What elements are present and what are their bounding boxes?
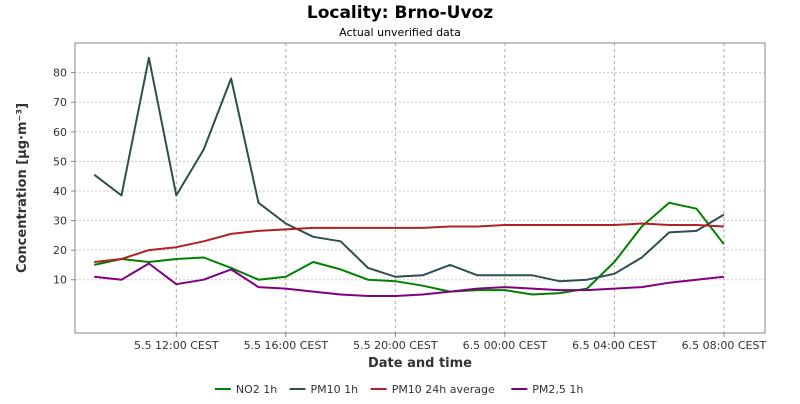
x-tick-label: 5.5 12:00 CEST bbox=[134, 339, 219, 352]
legend-label: PM10 24h average bbox=[392, 383, 495, 396]
x-axis-label: Date and time bbox=[368, 356, 472, 371]
y-axis-label: Concentration [µg·m⁻³] bbox=[15, 103, 30, 273]
legend-label: PM2,5 1h bbox=[532, 383, 583, 396]
chart-title: Locality: Brno-Uvoz bbox=[307, 3, 493, 23]
y-tick-label: 60 bbox=[53, 126, 67, 139]
x-tick-label: 5.5 20:00 CEST bbox=[353, 339, 438, 352]
y-tick-label: 70 bbox=[53, 96, 67, 109]
legend-label: NO2 1h bbox=[236, 383, 277, 396]
plot-area bbox=[74, 42, 766, 334]
series-line-pm10-24h-average bbox=[94, 222, 724, 263]
y-tick-label: 80 bbox=[53, 67, 67, 80]
y-tick-label: 20 bbox=[53, 244, 67, 257]
x-tick-label: 6.5 04:00 CEST bbox=[572, 339, 657, 352]
series-line-no2-1h bbox=[93, 201, 725, 296]
chart-subtitle: Actual unverified data bbox=[339, 26, 461, 39]
series-lines bbox=[93, 56, 725, 297]
legend: NO2 1h PM10 1h PM10 24h average PM2,5 1h bbox=[214, 383, 583, 396]
x-tick-label: 6.5 00:00 CEST bbox=[463, 339, 548, 352]
grid bbox=[75, 43, 765, 333]
series-line-pm2-5-1h bbox=[94, 262, 725, 297]
x-tick-label: 6.5 08:00 CEST bbox=[682, 339, 767, 352]
series-line-pm10-1h bbox=[93, 56, 725, 283]
y-tick-label: 50 bbox=[53, 155, 67, 168]
x-tick-label: 5.5 16:00 CEST bbox=[244, 339, 329, 352]
y-tick-label: 30 bbox=[53, 215, 67, 228]
legend-label: PM10 1h bbox=[311, 383, 359, 396]
axes: 10 20 30 40 50 60 70 80 5.5 12:00 CEST 5.5 16:00 … bbox=[53, 67, 766, 352]
y-tick-label: 10 bbox=[53, 274, 67, 287]
y-tick-label: 40 bbox=[53, 185, 67, 198]
